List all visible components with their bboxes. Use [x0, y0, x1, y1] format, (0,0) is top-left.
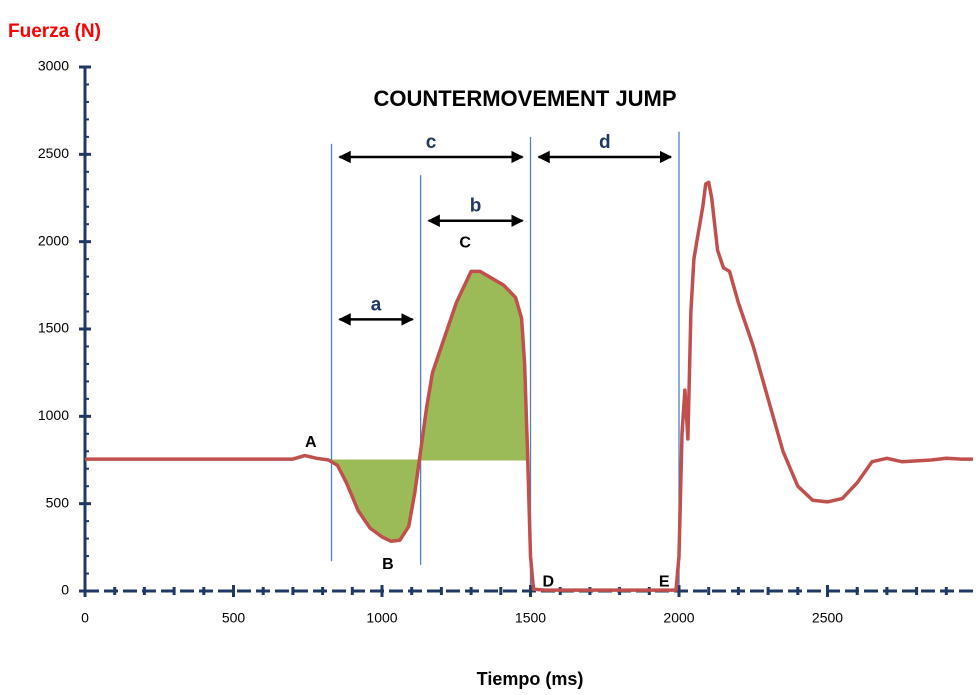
x-tick-label: 2000 [663, 610, 694, 626]
point-label: D [543, 573, 555, 590]
y-tick-label: 1500 [38, 320, 69, 336]
y-tick-label: 2000 [38, 232, 69, 248]
y-tick-label: 2500 [38, 145, 69, 161]
interval-label: d [599, 132, 611, 153]
interval-label: c [426, 132, 437, 153]
interval-label: b [470, 196, 482, 217]
y-tick-label: 3000 [38, 58, 69, 74]
point-label: B [382, 556, 394, 573]
point-label: C [459, 235, 471, 252]
x-tick-label: 1500 [515, 610, 546, 626]
shaded-area [331, 271, 527, 542]
chart-title: COUNTERMOVEMENT JUMP [373, 86, 676, 111]
y-tick-label: 0 [61, 582, 69, 598]
x-tick-label: 2500 [812, 610, 843, 626]
x-tick-label: 1000 [366, 610, 397, 626]
x-tick-label: 0 [81, 610, 89, 626]
x-tick-label: 500 [222, 610, 246, 626]
x-axis-label: Tiempo (ms) [477, 669, 584, 689]
interval-label: a [371, 294, 382, 315]
y-axis-label: Fuerza (N) [8, 21, 101, 42]
y-tick-label: 1000 [38, 407, 69, 423]
point-label: A [305, 434, 317, 451]
y-tick-label: 500 [46, 494, 70, 510]
force-line [85, 180, 973, 592]
point-label: E [659, 573, 670, 590]
